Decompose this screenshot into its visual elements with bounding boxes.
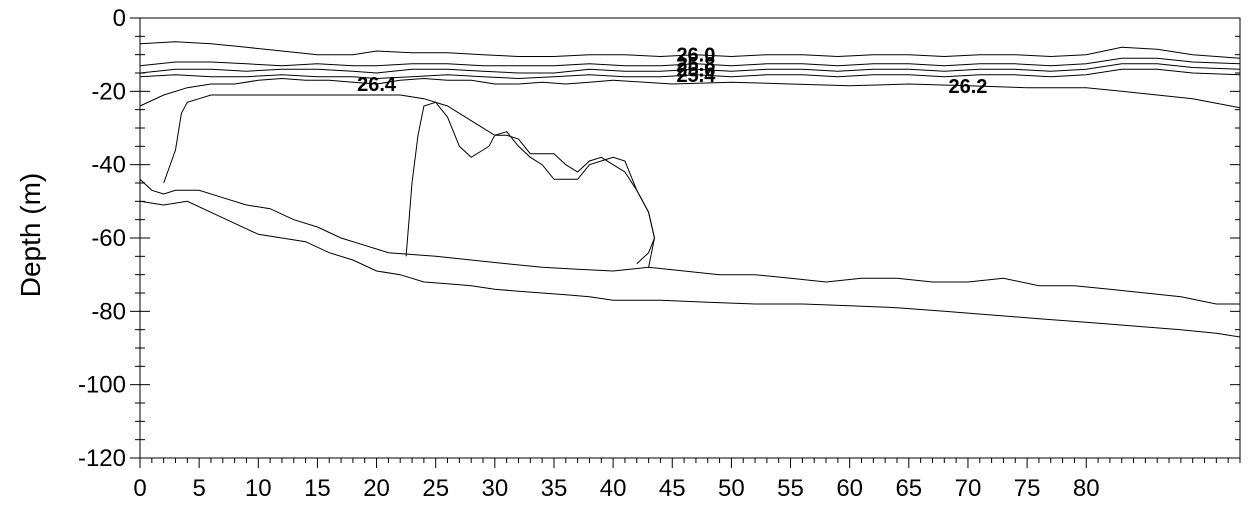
y-tick-label: -80 <box>91 298 126 325</box>
contour-line-25-6 <box>139 63 1241 74</box>
x-tick-label: 30 <box>481 475 508 502</box>
contour-line-26-0 <box>139 41 1241 59</box>
x-tick-label: 50 <box>718 475 745 502</box>
x-tick-label: 45 <box>659 475 686 502</box>
y-tick-label: -100 <box>78 372 126 399</box>
contour-label: 26.2 <box>948 76 987 98</box>
x-tick-label: 70 <box>955 475 982 502</box>
contour-line-26-2 <box>613 79 1241 109</box>
y-axis-title: Depth (m) <box>15 173 46 297</box>
x-tick-label: 20 <box>363 475 390 502</box>
x-tick-label: 15 <box>304 475 331 502</box>
contour-label: 26.0 <box>676 45 715 67</box>
x-tick-label: 10 <box>245 475 272 502</box>
x-tick-label: 40 <box>600 475 627 502</box>
y-axis: 0 -20 -40 -60 -80 -100 -120 <box>78 5 1240 472</box>
contour-line <box>139 200 1241 338</box>
x-tick-label: 65 <box>895 475 922 502</box>
contour-label-layer: 26.025.825.625.4 26.4 26.2 <box>357 45 987 98</box>
contour-label: 25.8 <box>676 54 715 76</box>
y-tick-label: 0 <box>113 5 126 32</box>
contour-line-25-8 <box>139 57 1241 67</box>
x-axis: 0 5 10 15 20 25 30 35 40 45 50 55 60 65 70 75 80 <box>133 458 1241 502</box>
x-tick-label: 80 <box>1073 475 1100 502</box>
x-tick-label: 25 <box>422 475 449 502</box>
contour-label: 25.6 <box>676 59 715 81</box>
contour-line <box>163 94 656 265</box>
contour-line-25-4 <box>139 68 1241 80</box>
y-tick-label: -40 <box>91 152 126 179</box>
x-tick-label: 55 <box>777 475 804 502</box>
y-tick-label: -120 <box>78 445 126 472</box>
x-tick-label: 75 <box>1014 475 1041 502</box>
contour-line <box>139 178 1240 305</box>
x-tick-label: 5 <box>192 475 205 502</box>
contour-line <box>405 101 656 268</box>
x-tick-label: 0 <box>133 475 146 502</box>
x-tick-label: 60 <box>836 475 863 502</box>
x-tick-label: 35 <box>541 475 568 502</box>
contour-label: 25.4 <box>676 65 716 87</box>
contour-layer <box>139 41 1241 338</box>
contour-line-26-4 <box>139 77 614 107</box>
contour-label: 26.4 <box>357 74 397 96</box>
y-tick-label: -60 <box>91 225 126 252</box>
y-tick-label: -20 <box>91 78 126 105</box>
